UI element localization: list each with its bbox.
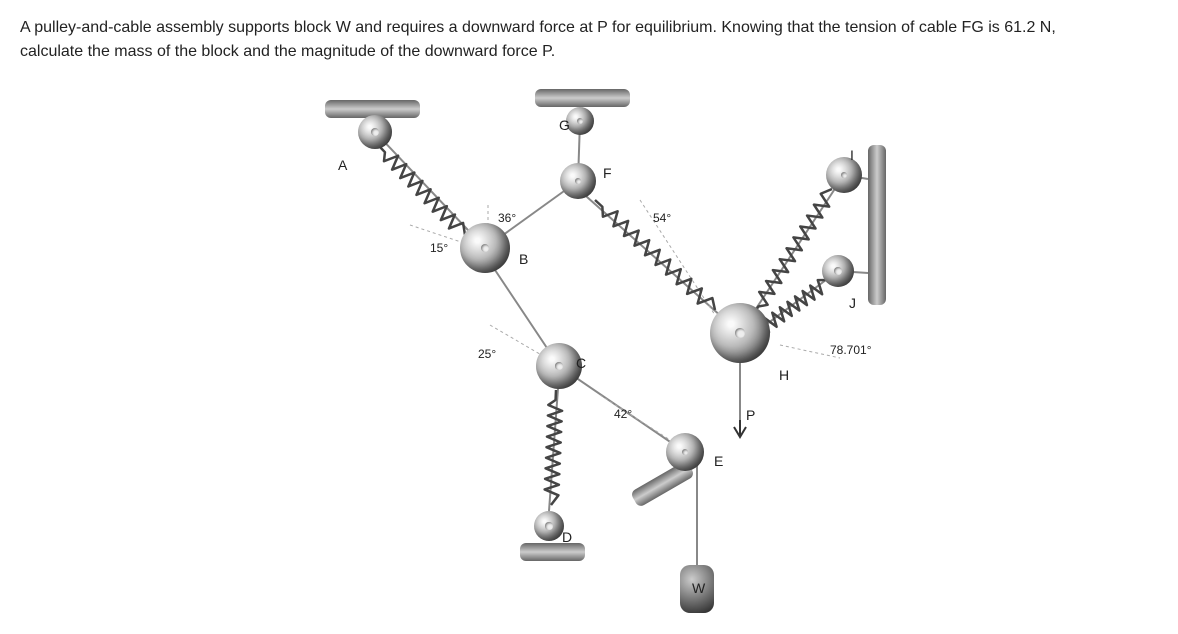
label-J: J: [849, 295, 856, 311]
label-ang25: 25°: [478, 347, 496, 361]
label-ang54: 54°: [653, 211, 671, 225]
mount: [535, 89, 630, 107]
label-W: W: [692, 580, 705, 596]
label-ang15: 15°: [430, 241, 448, 255]
label-F: F: [603, 165, 612, 181]
pulley-G: [566, 107, 594, 135]
pulley-D: [534, 511, 564, 541]
pulley-I: [826, 157, 862, 193]
label-E: E: [714, 453, 723, 469]
problem-line-1: A pulley-and-cable assembly supports blo…: [20, 19, 1056, 36]
label-ang36: 36°: [498, 211, 516, 225]
label-H: H: [779, 367, 789, 383]
spring: [753, 189, 832, 315]
spring: [378, 145, 465, 235]
label-B: B: [519, 251, 528, 267]
label-ang42: 42°: [614, 407, 632, 421]
pulley-J: [822, 255, 854, 287]
label-I: I: [850, 147, 854, 163]
mount: [868, 145, 886, 305]
pulley-E: [666, 433, 704, 471]
mount: [520, 543, 585, 561]
spring: [545, 390, 562, 505]
label-D: D: [562, 529, 572, 545]
pulley-H: [710, 303, 770, 363]
label-P: P: [746, 407, 755, 423]
label-G: G: [559, 117, 570, 133]
label-ang78: 78.701°: [830, 343, 872, 357]
problem-statement: A pulley-and-cable assembly supports blo…: [20, 16, 1160, 64]
problem-line-2: calculate the mass of the block and the …: [20, 43, 555, 60]
pulley-F: [560, 163, 596, 199]
pulley-B: [460, 223, 510, 273]
label-C: C: [576, 355, 586, 371]
pulley-topA: [358, 115, 392, 149]
pulley-diagram: A B C D E F G H I J P W 15° 36° 25° 54° 42° 78.701°: [310, 85, 950, 625]
label-A: A: [338, 157, 347, 173]
